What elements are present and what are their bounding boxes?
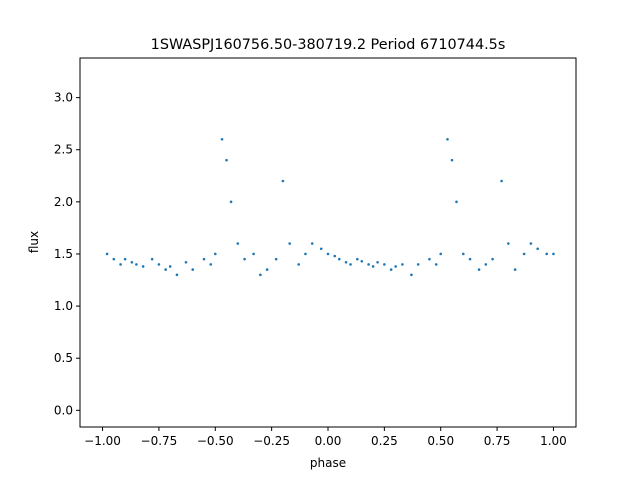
x-tick-label: −0.50 — [197, 434, 234, 448]
y-axis-label: flux — [27, 231, 41, 253]
data-point — [356, 257, 359, 261]
x-tick-label: 0.25 — [371, 434, 398, 448]
data-point — [326, 252, 330, 256]
data-point — [281, 179, 285, 183]
y-tick-label: 3.0 — [54, 91, 73, 105]
data-point — [157, 263, 161, 266]
y-tick-label: 0.5 — [54, 351, 73, 365]
data-point — [225, 158, 228, 162]
data-point — [288, 242, 291, 245]
data-point — [274, 257, 278, 261]
data-point — [507, 242, 510, 245]
data-point — [310, 242, 314, 245]
y-tick-label: 2.5 — [54, 143, 73, 157]
data-point — [164, 268, 167, 271]
y-tick-label: 1.5 — [54, 247, 73, 261]
x-axis-ticks: −1.00 −0.75 −0.50 −0.25 0.00 0.25 0.50 0.75 1.00 — [84, 427, 567, 448]
x-tick-label: 0.50 — [427, 434, 454, 448]
x-tick-label: 0.75 — [484, 434, 511, 448]
data-point — [209, 263, 213, 266]
data-point — [500, 179, 503, 183]
data-point — [428, 257, 431, 261]
data-point — [394, 265, 397, 268]
data-point — [450, 158, 454, 162]
y-axis-ticks: 0.0 0.5 1.0 1.5 2.0 2.5 3.0 — [54, 91, 80, 417]
data-point — [337, 257, 341, 261]
data-point — [383, 263, 386, 266]
data-point — [491, 257, 494, 261]
data-point — [297, 263, 300, 266]
data-point — [175, 273, 179, 277]
data-point — [401, 263, 404, 266]
data-point — [376, 261, 379, 264]
x-tick-label: 1.00 — [540, 434, 567, 448]
data-point — [333, 254, 337, 258]
data-point — [513, 268, 517, 271]
y-tick-label: 2.0 — [54, 195, 73, 209]
data-point — [202, 257, 206, 261]
data-point — [371, 265, 375, 268]
data-point — [236, 242, 240, 245]
data-point — [130, 261, 134, 264]
x-tick-label: 0.00 — [315, 434, 342, 448]
data-point — [410, 273, 413, 277]
data-point — [135, 263, 138, 266]
x-tick-label: −1.00 — [84, 434, 121, 448]
data-point — [252, 252, 255, 256]
data-point — [150, 257, 154, 261]
data-point — [446, 138, 449, 141]
data-point — [141, 265, 145, 268]
data-point — [259, 273, 262, 277]
data-point — [105, 252, 109, 256]
data-point — [213, 252, 217, 256]
chart-title: 1SWASPJ160756.50-380719.2 Period 6710744… — [151, 37, 506, 53]
data-point — [220, 138, 224, 141]
data-point — [360, 259, 364, 263]
data-point — [552, 252, 555, 256]
x-axis-label: phase — [310, 456, 346, 470]
data-point — [349, 263, 352, 266]
data-point — [184, 261, 188, 264]
data-point — [529, 242, 533, 245]
data-point — [389, 268, 393, 271]
data-point — [455, 200, 458, 204]
y-tick-label: 0.0 — [54, 403, 73, 417]
data-point — [416, 263, 420, 266]
data-point — [536, 247, 539, 251]
data-point — [319, 247, 323, 251]
data-point — [112, 257, 116, 261]
data-point — [468, 257, 472, 261]
data-point — [545, 252, 548, 256]
data-point — [119, 263, 122, 266]
x-tick-label: −0.75 — [141, 434, 178, 448]
data-point — [229, 200, 233, 204]
data-point — [461, 252, 465, 256]
x-tick-label: −0.25 — [253, 434, 290, 448]
data-point — [522, 252, 526, 256]
data-point — [344, 261, 348, 264]
data-point — [123, 257, 127, 261]
data-point — [484, 263, 488, 266]
data-point — [477, 268, 481, 271]
data-point — [304, 252, 307, 256]
data-point — [439, 252, 443, 256]
data-point — [168, 265, 172, 268]
data-point — [265, 268, 269, 271]
y-tick-label: 1.0 — [54, 299, 73, 313]
data-point — [434, 263, 438, 266]
data-point — [367, 263, 370, 266]
data-point — [191, 268, 195, 271]
data-points — [105, 138, 555, 277]
data-point — [243, 257, 246, 261]
